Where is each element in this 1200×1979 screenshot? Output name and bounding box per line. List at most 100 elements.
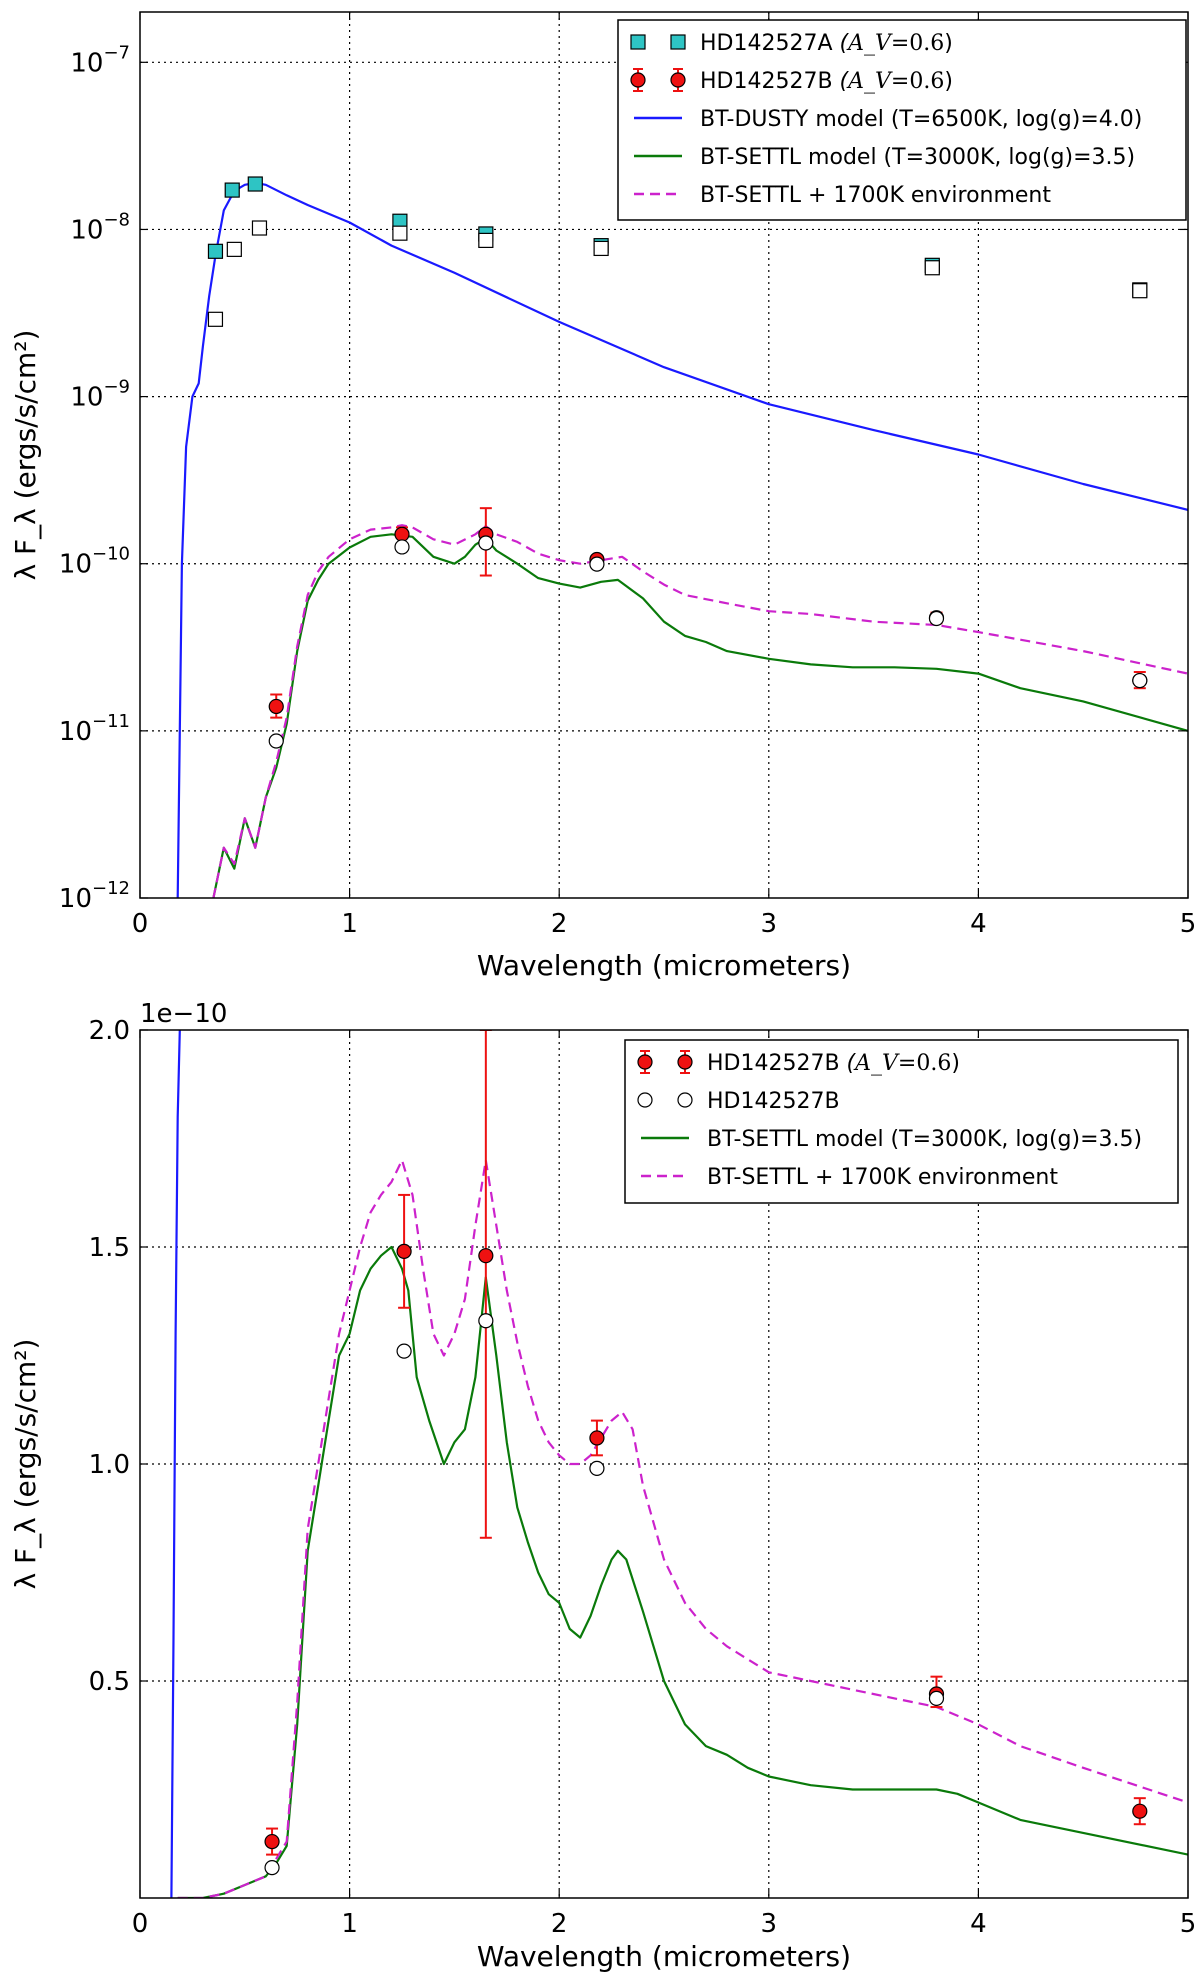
data-point-Aobs (392, 225, 408, 241)
data-point-B (396, 1243, 412, 1259)
legend-label-text: HD142527B (700, 69, 833, 94)
y-offset-label: 1e−10 (140, 999, 227, 1029)
data-point-B (589, 1430, 605, 1446)
data-point-Aobs (1132, 283, 1148, 299)
legend-marker (670, 34, 686, 50)
data-point-Bobs (396, 1343, 412, 1359)
legend-swatch-A (630, 34, 686, 50)
data-point-Bobs (264, 1860, 280, 1876)
y-tick-exponent: −8 (103, 209, 130, 230)
x-tick-label: 0 (132, 909, 149, 939)
legend-label-A: HD142527A (A_V=0.6) (700, 31, 953, 56)
data-point-B (264, 1833, 280, 1850)
legend-label-B: HD142527B (A_V=0.6) (707, 1051, 960, 1076)
data-point-Aobs (924, 260, 940, 276)
legend-param-name: A_V (853, 1051, 900, 1076)
data-point-Aobs (478, 232, 494, 248)
x-tick-label: 2 (551, 1909, 568, 1939)
legend-marker (637, 1092, 653, 1108)
data-point-Aobs (207, 311, 224, 327)
legend-param-open: ( (840, 1051, 857, 1076)
legend-swatch-Bobs (637, 1092, 693, 1108)
y-tick-label: 2.0 (89, 1016, 130, 1046)
x-axis-title: Wavelength (micrometers) (477, 949, 851, 982)
legend-label-text: BT-SETTL + 1700K environment (707, 1165, 1058, 1190)
legend-label-text: BT-SETTL model (T=3000K, log(g)=3.5) (707, 1127, 1142, 1152)
x-tick-label: 4 (970, 909, 987, 939)
data-point-Aobs (226, 241, 242, 257)
data-point-Bobs (928, 610, 945, 627)
legend-param-value: =0.6 (891, 31, 944, 56)
data-point-Bobs (478, 535, 494, 551)
data-point-B (1132, 1803, 1148, 1819)
x-tick-label: 3 (761, 1909, 778, 1939)
data-point-B (478, 1248, 494, 1264)
legend-label-B: HD142527B (A_V=0.6) (700, 69, 953, 94)
legend-label-text: HD142527B (707, 1089, 840, 1114)
legend-param-open: ( (833, 31, 850, 56)
data-point-A (207, 243, 224, 259)
legend-param-name: A_V (846, 31, 893, 56)
y-tick-label: 10−7 (70, 42, 130, 78)
series-line-settl (177, 1245, 1188, 1898)
legend-param-open: ( (833, 69, 850, 94)
data-point-Bobs (268, 733, 284, 749)
y-tick-label: 10−10 (59, 544, 130, 580)
legend-label-text: BT-SETTL model (T=3000K, log(g)=3.5) (700, 145, 1135, 170)
y-tick-exponent: −10 (92, 544, 130, 565)
y-tick-base: 10 (59, 717, 92, 747)
data-point-Aobs (593, 240, 609, 257)
legend-param-value: =0.6 (898, 1051, 951, 1076)
data-point-Bobs (478, 1313, 494, 1329)
legend-label-settl: BT-SETTL model (T=3000K, log(g)=3.5) (700, 145, 1135, 170)
legend-label-settl: BT-SETTL model (T=3000K, log(g)=3.5) (707, 1127, 1142, 1152)
legend-label-text: HD142527A (700, 31, 833, 56)
y-axis-title: λ F_λ (ergs/s/cm²) (9, 330, 42, 581)
series-line-env (177, 1159, 1188, 1898)
bottom-panel-linear-sed: 0 1 2 3 4 5 0.5 1.0 1.5 2.0 1e−10 Wavelength (micro… (9, 999, 1196, 1973)
data-point-B (268, 698, 284, 715)
data-point-Bobs (394, 539, 410, 555)
legend-box (624, 1039, 1179, 1204)
legend-swatch-B (637, 1050, 693, 1074)
legend-label-dusty: BT-DUSTY model (T=6500K, log(g)=4.0) (700, 107, 1142, 132)
legend-marker (670, 72, 686, 88)
legend-param-close: ) (944, 69, 953, 94)
series-line-dusty (176, 181, 1188, 898)
y-tick-base: 10 (70, 215, 103, 245)
series-line-dusty (170, 1030, 181, 1898)
top-panel-log-sed: 0 1 2 3 4 510−1210−1110−1010−910−810−7Wavelen… (9, 11, 1196, 982)
legend-label-env: BT-SETTL + 1700K environment (707, 1165, 1058, 1190)
legend-marker (677, 1054, 693, 1070)
legend-label-text: HD142527B (707, 1051, 840, 1076)
legend-swatch-B (630, 68, 686, 92)
y-tick-base: 10 (59, 550, 92, 580)
legend-label-text: BT-DUSTY model (T=6500K, log(g)=4.0) (700, 107, 1142, 132)
y-tick-label: 10−8 (70, 209, 130, 245)
y-tick-exponent: −9 (103, 377, 130, 398)
data-point-Bobs (1132, 672, 1148, 689)
legend-label-text: BT-SETTL + 1700K environment (700, 183, 1051, 208)
y-tick-exponent: −7 (103, 42, 130, 63)
y-tick-label: 1.5 (89, 1233, 130, 1263)
y-tick-label: 10−12 (59, 878, 130, 914)
x-tick-label: 1 (341, 909, 358, 939)
data-point-Bobs (928, 1690, 945, 1706)
x-tick-label: 2 (551, 909, 568, 939)
y-tick-label: 0.5 (89, 1667, 130, 1697)
legend-marker (637, 1054, 653, 1070)
data-point-B (394, 526, 410, 542)
tick-marks (139, 1029, 1189, 1898)
x-tick-label: 0 (132, 1909, 149, 1939)
legend-param-name: A_V (846, 69, 893, 94)
y-tick-label: 10−11 (59, 711, 130, 747)
y-tick-exponent: −12 (92, 878, 130, 899)
data-point-Bobs (589, 556, 605, 572)
x-axis-title: Wavelength (micrometers) (477, 1940, 851, 1973)
data-point-Aobs (251, 220, 268, 236)
legend-label-env: BT-SETTL + 1700K environment (700, 183, 1051, 208)
x-tick-label: 4 (970, 1909, 987, 1939)
legend-param-close: ) (944, 31, 953, 56)
legend-marker (677, 1092, 693, 1108)
